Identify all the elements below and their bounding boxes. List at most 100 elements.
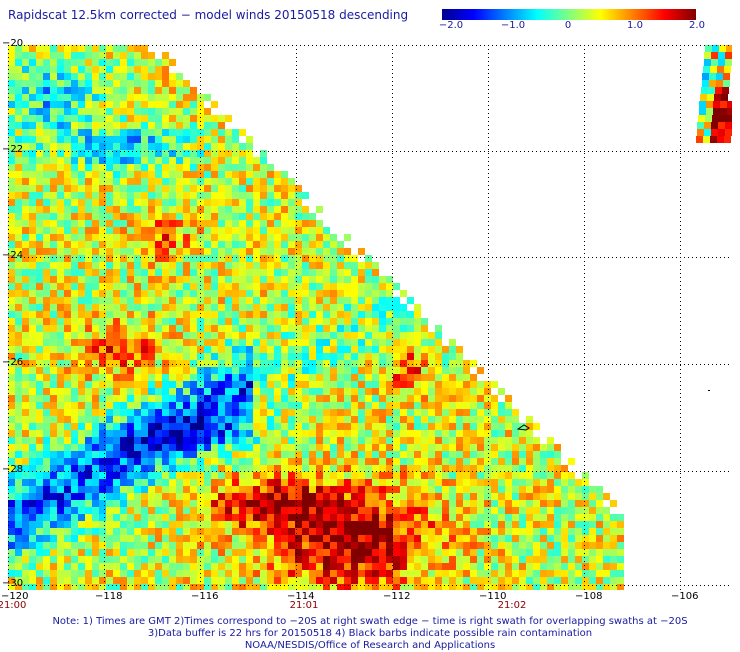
wind-diff-cell <box>470 423 477 430</box>
wind-diff-cell <box>78 542 85 549</box>
wind-diff-cell <box>512 570 519 577</box>
wind-diff-cell <box>344 311 351 318</box>
wind-diff-cell <box>218 451 225 458</box>
wind-diff-cell <box>491 507 498 514</box>
wind-diff-cell <box>148 472 155 479</box>
wind-diff-cell <box>169 227 176 234</box>
wind-diff-cell <box>176 290 183 297</box>
wind-diff-cell <box>141 241 148 248</box>
wind-diff-cell <box>582 507 589 514</box>
wind-diff-cell <box>274 297 281 304</box>
wind-diff-cell <box>372 563 379 570</box>
wind-diff-cell <box>456 465 463 472</box>
wind-diff-cell <box>57 542 64 549</box>
wind-diff-cell <box>393 444 400 451</box>
wind-diff-cell <box>211 451 218 458</box>
wind-diff-cell <box>78 465 85 472</box>
wind-diff-cell <box>274 465 281 472</box>
wind-diff-cell <box>85 157 92 164</box>
wind-diff-cell <box>141 108 148 115</box>
wind-diff-cell <box>71 577 78 584</box>
wind-diff-cell <box>449 493 456 500</box>
wind-diff-cell <box>253 514 260 521</box>
wind-diff-cell <box>57 227 64 234</box>
wind-diff-cell <box>393 325 400 332</box>
wind-diff-cell <box>253 157 260 164</box>
wind-diff-cell <box>15 360 22 367</box>
wind-diff-cell <box>281 549 288 556</box>
wind-diff-cell <box>78 234 85 241</box>
wind-diff-cell <box>169 192 176 199</box>
wind-diff-cell <box>99 129 106 136</box>
wind-diff-cell <box>498 584 505 590</box>
wind-diff-cell <box>8 164 15 171</box>
wind-diff-cell <box>197 227 204 234</box>
wind-diff-cell <box>386 381 393 388</box>
wind-diff-cell <box>134 45 141 52</box>
wind-diff-cell <box>253 423 260 430</box>
wind-diff-cell <box>176 458 183 465</box>
wind-diff-cell <box>78 87 85 94</box>
wind-diff-cell <box>71 234 78 241</box>
wind-diff-cell <box>134 472 141 479</box>
wind-diff-cell <box>57 52 64 59</box>
wind-diff-cell <box>393 500 400 507</box>
wind-diff-cell <box>29 290 36 297</box>
wind-diff-cell <box>421 430 428 437</box>
wind-diff-cell <box>372 283 379 290</box>
wind-diff-cell <box>162 521 169 528</box>
wind-diff-cell <box>533 570 540 577</box>
wind-diff-cell <box>155 66 162 73</box>
wind-diff-cell <box>43 227 50 234</box>
wind-diff-cell <box>113 325 120 332</box>
wind-diff-cell <box>22 388 29 395</box>
wind-diff-cell <box>127 514 134 521</box>
wind-diff-cell <box>295 318 302 325</box>
wind-diff-cell <box>288 514 295 521</box>
wind-diff-cell <box>358 528 365 535</box>
wind-diff-cell <box>540 535 547 542</box>
wind-diff-cell <box>239 325 246 332</box>
wind-diff-cell <box>211 360 218 367</box>
wind-diff-cell <box>246 395 253 402</box>
wind-diff-cell <box>414 381 421 388</box>
wind-diff-cell <box>428 402 435 409</box>
wind-diff-cell <box>393 437 400 444</box>
wind-diff-cell <box>575 577 582 584</box>
wind-diff-cell <box>92 157 99 164</box>
wind-diff-cell <box>225 178 232 185</box>
wind-diff-cell <box>330 332 337 339</box>
wind-diff-cell <box>106 73 113 80</box>
wind-diff-cell <box>169 73 176 80</box>
wind-diff-cell <box>225 318 232 325</box>
wind-diff-cell <box>106 493 113 500</box>
wind-diff-cell <box>127 458 134 465</box>
wind-diff-cell <box>106 542 113 549</box>
wind-diff-cell <box>498 549 505 556</box>
wind-diff-cell <box>99 577 106 584</box>
wind-diff-cell <box>169 290 176 297</box>
wind-diff-cell <box>204 402 211 409</box>
wind-diff-cell <box>50 66 57 73</box>
wind-diff-cell <box>36 269 43 276</box>
wind-diff-cell <box>225 402 232 409</box>
wind-diff-cell <box>344 451 351 458</box>
wind-diff-cell <box>197 584 204 590</box>
wind-diff-cell <box>302 360 309 367</box>
wind-diff-cell <box>379 556 386 563</box>
wind-diff-cell <box>442 486 449 493</box>
wind-diff-cell <box>113 570 120 577</box>
wind-diff-cell <box>239 437 246 444</box>
wind-diff-cell <box>141 178 148 185</box>
wind-diff-cell <box>120 73 127 80</box>
wind-diff-cell <box>183 409 190 416</box>
wind-diff-cell <box>456 479 463 486</box>
wind-diff-cell <box>78 367 85 374</box>
wind-diff-cell <box>204 234 211 241</box>
wind-diff-cell <box>323 388 330 395</box>
wind-diff-cell <box>323 332 330 339</box>
wind-diff-cell <box>309 416 316 423</box>
wind-diff-cell <box>120 563 127 570</box>
wind-diff-cell <box>610 542 617 549</box>
wind-diff-cell <box>316 220 323 227</box>
